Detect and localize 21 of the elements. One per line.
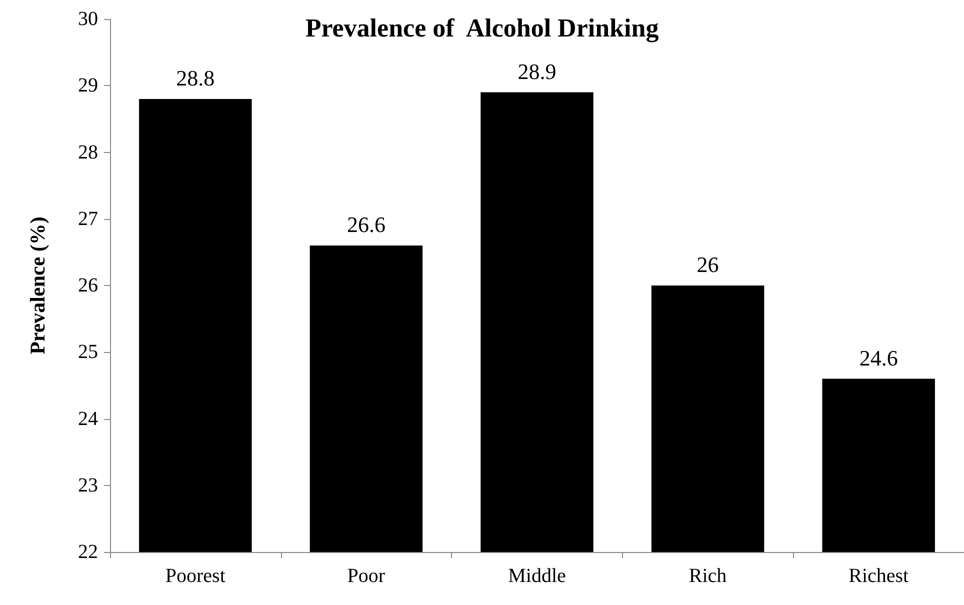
x-tick-label: Richest <box>848 565 910 587</box>
data-label: 26.6 <box>346 212 386 238</box>
x-tick-label: Poor <box>347 565 386 587</box>
y-tick-label: 23 <box>78 474 98 496</box>
data-label: 28.8 <box>176 65 215 90</box>
y-tick-label: 22 <box>78 541 98 563</box>
data-label: 26 <box>696 252 719 277</box>
y-tick-label: 30 <box>78 8 98 30</box>
x-tick-label: Poorest <box>165 565 226 587</box>
data-label: 24.6 <box>859 345 898 370</box>
x-tick-label: Rich <box>688 565 727 587</box>
y-axis-title: Prevalence (%) <box>26 216 50 354</box>
y-tick-label: 25 <box>78 341 98 364</box>
y-tick-label: 27 <box>78 208 98 230</box>
data-label: 28.9 <box>518 58 556 84</box>
y-tick-label: 28 <box>78 141 98 164</box>
x-tick-label: Middle <box>508 565 566 587</box>
y-tick-label: 24 <box>78 408 98 430</box>
y-tick-label: 26 <box>78 274 98 296</box>
chart-title: Prevalence of Alcohol Drinking <box>305 14 659 42</box>
y-tick-label: 29 <box>78 74 98 97</box>
